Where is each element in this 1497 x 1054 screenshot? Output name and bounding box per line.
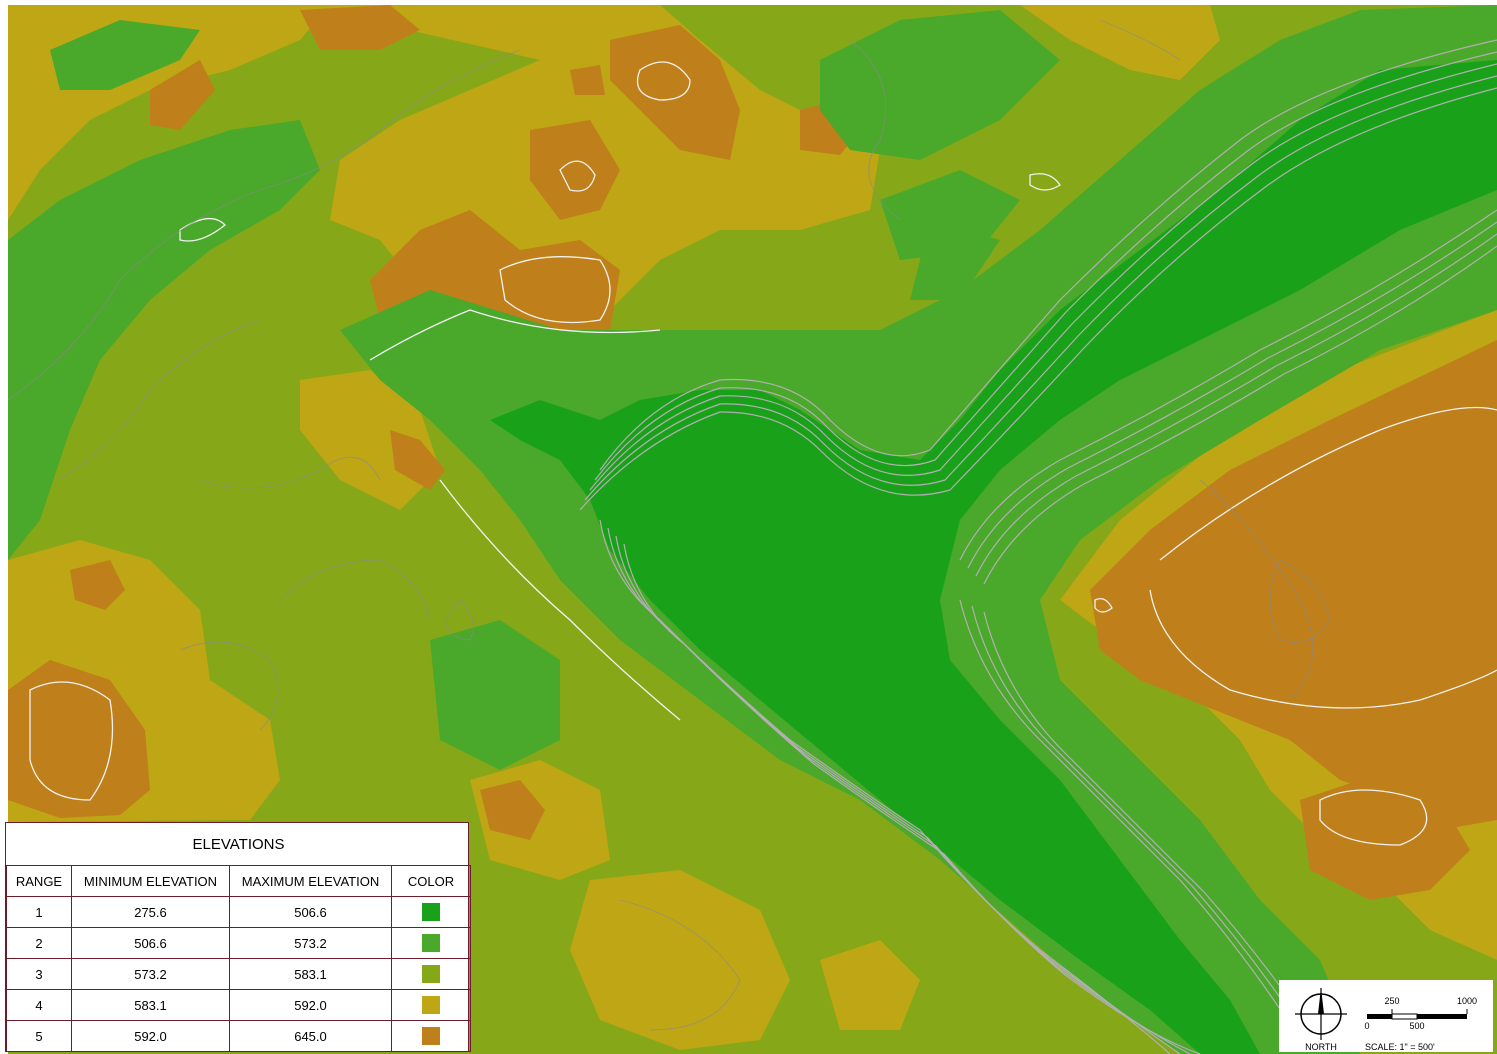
header-color: COLOR [390, 865, 472, 897]
legend-title: ELEVATIONS [6, 823, 471, 866]
color-cell [390, 958, 472, 990]
header-max-elevation: MAXIMUM ELEVATION [229, 865, 392, 897]
max-elevation-value: 583.1 [229, 958, 392, 990]
contour-lines-slopes [579, 39, 1497, 1054]
range-1-regions [490, 60, 1497, 1054]
north-label: NORTH [1305, 1042, 1337, 1052]
contour-lines-white [29, 61, 1497, 846]
color-swatch-range-1 [422, 903, 441, 921]
min-elevation-value: 583.1 [71, 989, 230, 1021]
legend-row: 4 583.1 592.0 [6, 989, 472, 1021]
legend-header-row: RANGE MINIMUM ELEVATION MAXIMUM ELEVATIO… [6, 865, 472, 897]
scale-graphic: NORTH 250 1000 0 500 SCALE: 1" = 500' [1295, 988, 1477, 1052]
legend-row: 1 275.6 506.6 [6, 896, 472, 928]
legend-row: 5 592.0 645.0 [6, 1020, 472, 1052]
max-elevation-value: 506.6 [229, 896, 392, 928]
header-min-elevation: MINIMUM ELEVATION [71, 865, 230, 897]
range-value: 3 [6, 958, 72, 990]
header-range: RANGE [6, 865, 72, 897]
color-cell [390, 927, 472, 959]
range-value: 1 [6, 896, 72, 928]
scale-text: SCALE: 1" = 500' [1365, 1042, 1435, 1052]
min-elevation-value: 275.6 [71, 896, 230, 928]
max-elevation-value: 592.0 [229, 989, 392, 1021]
max-elevation-value: 645.0 [229, 1020, 392, 1052]
max-elevation-value: 573.2 [229, 927, 392, 959]
scale-tick-1000: 1000 [1457, 996, 1477, 1006]
range-value: 4 [6, 989, 72, 1021]
legend-table: ELEVATIONS RANGE MINIMUM ELEVATION MAXIM… [6, 823, 472, 1052]
range-value: 5 [6, 1020, 72, 1052]
north-arrow-scale-box: NORTH 250 1000 0 500 SCALE: 1" = 500' [1279, 980, 1493, 1052]
min-elevation-value: 573.2 [71, 958, 230, 990]
min-elevation-value: 592.0 [71, 1020, 230, 1052]
color-swatch-range-3 [422, 965, 441, 983]
elevation-legend: ELEVATIONS RANGE MINIMUM ELEVATION MAXIM… [5, 822, 472, 1052]
color-swatch-range-5 [422, 1027, 441, 1045]
color-cell [390, 896, 472, 928]
scale-tick-250: 250 [1384, 996, 1399, 1006]
north-arrow-icon [1295, 988, 1347, 1040]
legend-row: 3 573.2 583.1 [6, 958, 472, 990]
scale-bar [1367, 1009, 1468, 1020]
scale-tick-0: 0 [1364, 1021, 1369, 1031]
scale-tick-500: 500 [1409, 1021, 1424, 1031]
color-swatch-range-4 [422, 996, 441, 1014]
color-cell [390, 989, 472, 1021]
range-value: 2 [6, 927, 72, 959]
color-cell [390, 1020, 472, 1052]
contour-lines-gray [7, 19, 1331, 1031]
min-elevation-value: 506.6 [71, 927, 230, 959]
color-swatch-range-2 [422, 934, 441, 952]
legend-row: 2 506.6 573.2 [6, 927, 472, 959]
